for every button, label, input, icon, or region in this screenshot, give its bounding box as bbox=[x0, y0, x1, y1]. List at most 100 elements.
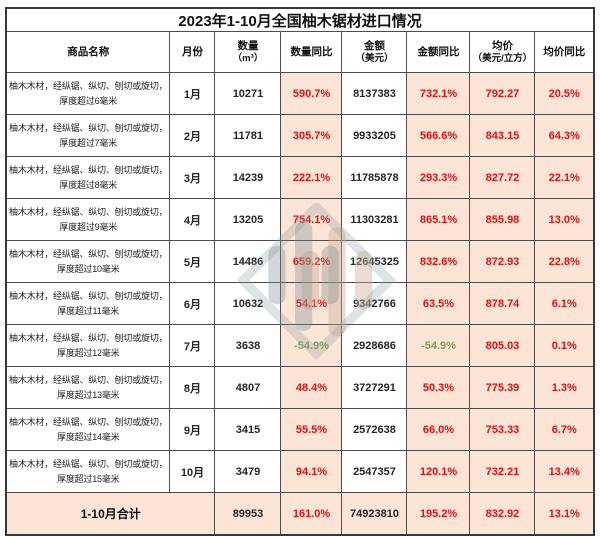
cell-amount: 2572638 bbox=[341, 408, 408, 451]
cell-qty-yoy: 754.1% bbox=[280, 198, 343, 241]
cell-qty-yoy: 54.1% bbox=[280, 282, 343, 325]
table-title: 2023年1-10月全国柚木锯材进口情况 bbox=[5, 7, 595, 32]
cell-price-yoy: 22.1% bbox=[534, 156, 595, 199]
total-amount: 74923810 bbox=[341, 492, 408, 536]
header-qty: 数量 （m³） bbox=[214, 31, 282, 73]
cell-amount-yoy: 865.1% bbox=[406, 198, 471, 241]
cell-qty: 14486 bbox=[214, 240, 282, 283]
total-label: 1-10月合计 bbox=[5, 492, 216, 536]
cell-amount: 9342766 bbox=[341, 282, 408, 325]
cell-product: 柚木木材，经纵锯、纵切、刨切或旋切， 厚度超过13毫米 bbox=[5, 366, 171, 409]
cell-qty-yoy: -54.9% bbox=[280, 324, 343, 367]
cell-amount: 2547357 bbox=[341, 450, 408, 493]
cell-price: 775.39 bbox=[469, 366, 536, 409]
cell-amount: 9933205 bbox=[341, 114, 408, 157]
cell-price-yoy: 6.7% bbox=[534, 408, 595, 451]
cell-month: 10月 bbox=[169, 450, 216, 493]
cell-month: 5月 bbox=[169, 240, 216, 283]
cell-price-yoy: 0.1% bbox=[534, 324, 595, 367]
table-row: 柚木木材，经纵锯、纵切、刨切或旋切， 厚度超过7毫米 2月 11781 305.… bbox=[5, 114, 595, 157]
header-price-yoy: 均价同比 bbox=[534, 31, 595, 73]
cell-amount-yoy: 293.3% bbox=[406, 156, 471, 199]
cell-product: 柚木木材，经纵锯、纵切、刨切或旋切， 厚度超过10毫米 bbox=[5, 240, 171, 283]
cell-amount: 11785878 bbox=[341, 156, 408, 199]
table-row: 柚木木材，经纵锯、纵切、刨切或旋切， 厚度超过10毫米 5月 14486 659… bbox=[5, 240, 595, 283]
cell-amount-yoy: 732.1% bbox=[406, 72, 471, 115]
cell-month: 2月 bbox=[169, 114, 216, 157]
cell-month: 9月 bbox=[169, 408, 216, 451]
table-row: 柚木木材，经纵锯、纵切、刨切或旋切， 厚度超过14毫米 9月 3415 55.5… bbox=[5, 408, 595, 451]
total-qty-yoy: 161.0% bbox=[280, 492, 343, 536]
cell-price-yoy: 6.1% bbox=[534, 282, 595, 325]
cell-product: 柚木木材，经纵锯、纵切、刨切或旋切， 厚度超过12毫米 bbox=[5, 324, 171, 367]
cell-qty-yoy: 659.2% bbox=[280, 240, 343, 283]
cell-qty: 10271 bbox=[214, 72, 282, 115]
header-amount-yoy: 金额同比 bbox=[406, 31, 471, 73]
cell-qty-yoy: 222.1% bbox=[280, 156, 343, 199]
cell-price: 732.21 bbox=[469, 450, 536, 493]
cell-month: 6月 bbox=[169, 282, 216, 325]
cell-price: 753.33 bbox=[469, 408, 536, 451]
cell-amount: 11303281 bbox=[341, 198, 408, 241]
cell-amount-yoy: 66.0% bbox=[406, 408, 471, 451]
cell-month: 3月 bbox=[169, 156, 216, 199]
cell-amount: 12645325 bbox=[341, 240, 408, 283]
teak-import-table: 2023年1-10月全国柚木锯材进口情况 商品名称 月份 数量 （m³） 数量同比… bbox=[4, 7, 596, 536]
cell-amount-yoy: 566.6% bbox=[406, 114, 471, 157]
header-product: 商品名称 bbox=[5, 31, 171, 73]
cell-qty: 3415 bbox=[214, 408, 282, 451]
table-row: 柚木木材，经纵锯、纵切、刨切或旋切， 厚度超过15毫米 10月 3479 94.… bbox=[5, 450, 595, 493]
table-row: 柚木木材，经纵锯、纵切、刨切或旋切， 厚度超过6毫米 1月 10271 590.… bbox=[5, 72, 595, 115]
header-price: 均价 （美元/立方） bbox=[469, 31, 536, 73]
cell-qty: 14239 bbox=[214, 156, 282, 199]
table-row: 柚木木材，经纵锯、纵切、刨切或旋切， 厚度超过13毫米 8月 4807 48.4… bbox=[5, 366, 595, 409]
cell-price-yoy: 20.5% bbox=[534, 72, 595, 115]
cell-price-yoy: 1.3% bbox=[534, 366, 595, 409]
cell-amount: 3727291 bbox=[341, 366, 408, 409]
header-amount: 金额 （美元） bbox=[341, 31, 408, 73]
cell-price: 805.03 bbox=[469, 324, 536, 367]
header-qty-yoy: 数量同比 bbox=[280, 31, 343, 73]
cell-qty-yoy: 48.4% bbox=[280, 366, 343, 409]
cell-product: 柚木木材，经纵锯、纵切、刨切或旋切， 厚度超过9毫米 bbox=[5, 198, 171, 241]
cell-price: 872.93 bbox=[469, 240, 536, 283]
cell-price: 792.27 bbox=[469, 72, 536, 115]
cell-product: 柚木木材，经纵锯、纵切、刨切或旋切， 厚度超过11毫米 bbox=[5, 282, 171, 325]
total-price-yoy: 13.1% bbox=[534, 492, 595, 536]
cell-price: 878.74 bbox=[469, 282, 536, 325]
cell-qty: 10632 bbox=[214, 282, 282, 325]
table-row: 柚木木材，经纵锯、纵切、刨切或旋切， 厚度超过8毫米 3月 14239 222.… bbox=[5, 156, 595, 199]
cell-qty: 3638 bbox=[214, 324, 282, 367]
cell-month: 7月 bbox=[169, 324, 216, 367]
cell-month: 1月 bbox=[169, 72, 216, 115]
cell-month: 4月 bbox=[169, 198, 216, 241]
cell-amount-yoy: 120.1% bbox=[406, 450, 471, 493]
cell-product: 柚木木材，经纵锯、纵切、刨切或旋切， 厚度超过6毫米 bbox=[5, 72, 171, 115]
total-qty: 89953 bbox=[214, 492, 282, 536]
cell-month: 8月 bbox=[169, 366, 216, 409]
cell-price-yoy: 13.0% bbox=[534, 198, 595, 241]
cell-product: 柚木木材，经纵锯、纵切、刨切或旋切， 厚度超过8毫米 bbox=[5, 156, 171, 199]
cell-price-yoy: 13.4% bbox=[534, 450, 595, 493]
cell-price-yoy: 64.3% bbox=[534, 114, 595, 157]
cell-amount-yoy: 50.3% bbox=[406, 366, 471, 409]
cell-price: 855.98 bbox=[469, 198, 536, 241]
cell-qty-yoy: 55.5% bbox=[280, 408, 343, 451]
total-amount-yoy: 195.2% bbox=[406, 492, 471, 536]
cell-price: 843.15 bbox=[469, 114, 536, 157]
cell-qty: 13205 bbox=[214, 198, 282, 241]
cell-qty-yoy: 94.1% bbox=[280, 450, 343, 493]
table-row: 柚木木材，经纵锯、纵切、刨切或旋切， 厚度超过9毫米 4月 13205 754.… bbox=[5, 198, 595, 241]
cell-product: 柚木木材，经纵锯、纵切、刨切或旋切， 厚度超过15毫米 bbox=[5, 450, 171, 493]
cell-amount-yoy: -54.9% bbox=[406, 324, 471, 367]
total-row: 1-10月合计 89953 161.0% 74923810 195.2% 832… bbox=[5, 492, 595, 536]
cell-price-yoy: 22.8% bbox=[534, 240, 595, 283]
total-price: 832.92 bbox=[469, 492, 536, 536]
cell-price: 827.72 bbox=[469, 156, 536, 199]
title-row: 2023年1-10月全国柚木锯材进口情况 bbox=[5, 7, 595, 32]
cell-qty-yoy: 305.7% bbox=[280, 114, 343, 157]
cell-qty-yoy: 590.7% bbox=[280, 72, 343, 115]
header-month: 月份 bbox=[169, 31, 216, 73]
cell-product: 柚木木材，经纵锯、纵切、刨切或旋切， 厚度超过14毫米 bbox=[5, 408, 171, 451]
